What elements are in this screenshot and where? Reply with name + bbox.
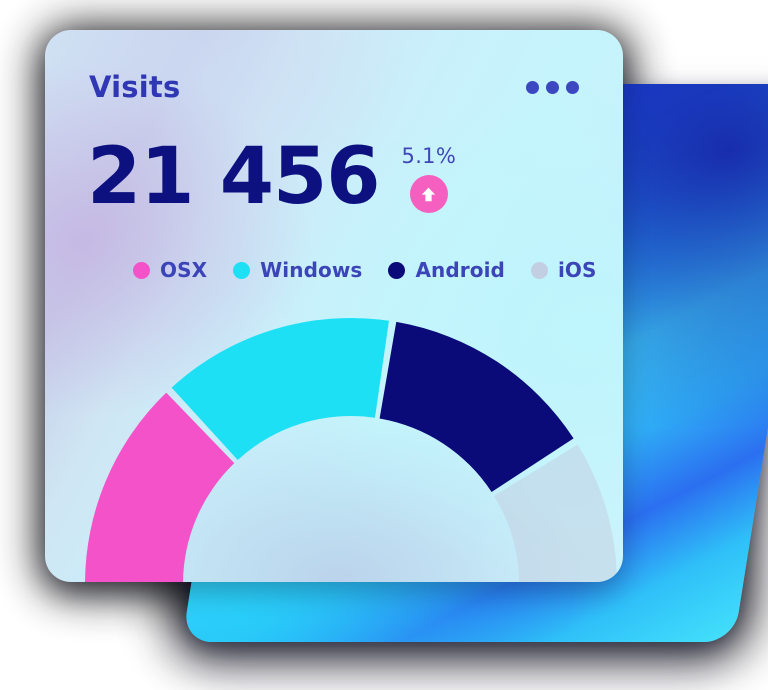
visits-value: 21 456	[87, 132, 381, 222]
donut-svg	[85, 318, 617, 582]
legend-color-dot-ios	[530, 261, 548, 279]
menu-dot-3	[566, 80, 579, 94]
menu-dot-2	[546, 80, 559, 94]
legend-color-dot-osx	[133, 261, 150, 279]
legend-label-ios: iOS	[557, 258, 597, 282]
card-header: Visits	[89, 70, 579, 104]
donut-segment-osx[interactable]	[85, 392, 235, 582]
delta-group: 5.1%	[402, 144, 457, 213]
legend-color-dot-android	[388, 261, 406, 279]
legend-label-windows: Windows	[260, 258, 363, 282]
chart-legend: OSX Windows Android iOS	[133, 258, 597, 282]
legend-item-android[interactable]: Android	[388, 258, 505, 282]
legend-item-windows[interactable]: Windows	[233, 258, 362, 282]
more-horizontal-icon[interactable]	[526, 80, 579, 94]
legend-label-android: Android	[415, 258, 505, 282]
donut-segment-ios[interactable]	[494, 444, 617, 582]
legend-item-ios[interactable]: iOS	[530, 258, 597, 282]
visits-stat-card: Visits 21 456 5.1% OSX	[45, 30, 623, 582]
legend-label-osx: OSX	[160, 258, 208, 282]
donut-segment-android[interactable]	[379, 321, 574, 493]
visits-half-donut-chart	[45, 30, 623, 582]
menu-dot-1	[526, 80, 539, 94]
legend-color-dot-windows	[233, 261, 251, 279]
metric-row: 21 456 5.1%	[87, 138, 456, 216]
arrow-up-icon	[422, 187, 436, 201]
delta-badge	[409, 175, 448, 213]
donut-segment-windows[interactable]	[171, 318, 389, 460]
legend-item-osx[interactable]: OSX	[133, 258, 207, 282]
delta-percent: 5.1%	[401, 144, 457, 168]
page-title: Visits	[89, 70, 181, 104]
card-gradient-overlay	[45, 30, 623, 582]
